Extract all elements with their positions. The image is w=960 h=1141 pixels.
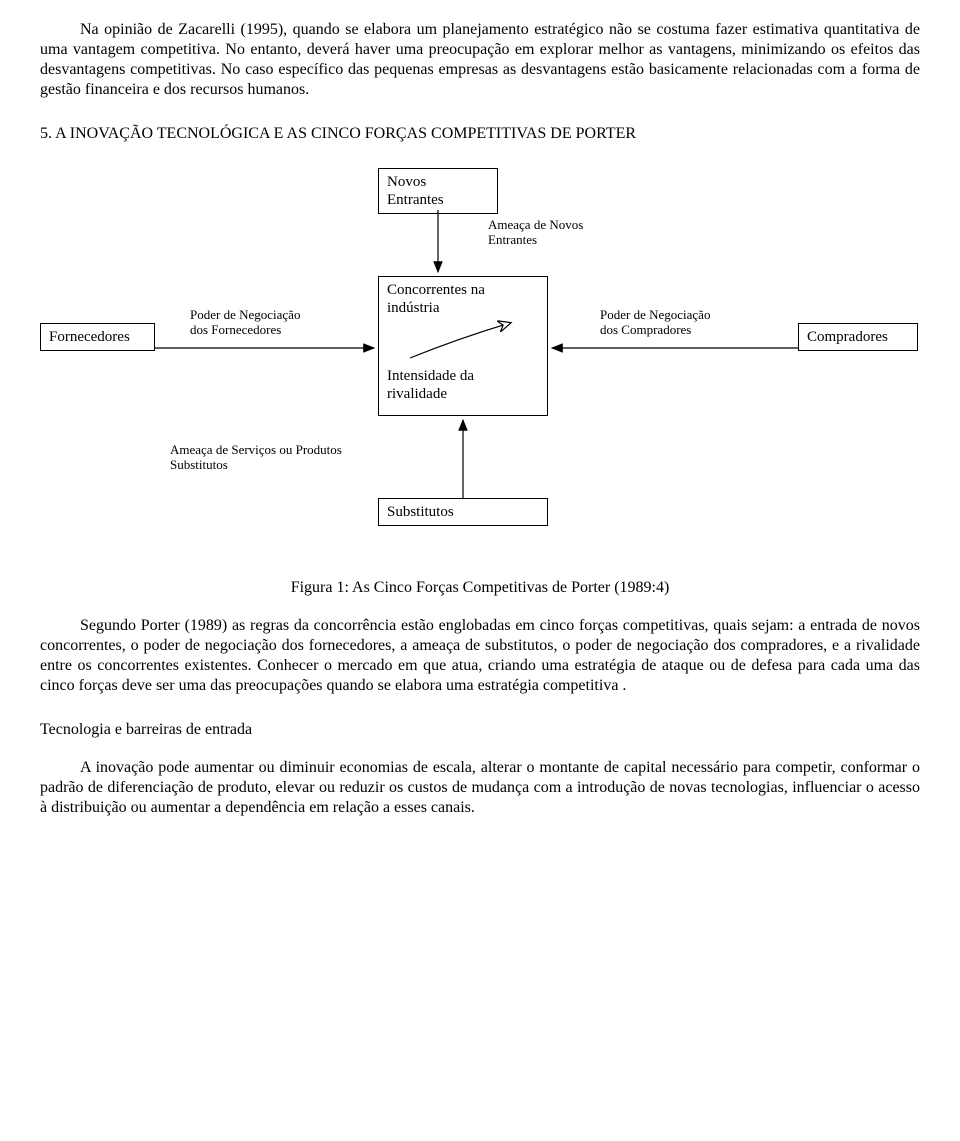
section-title: 5. A INOVAÇÃO TECNOLÓGICA E AS CINCO FOR…	[40, 124, 920, 144]
paragraph-porter: Segundo Porter (1989) as regras da conco…	[40, 616, 920, 696]
box-novos-entrantes: Novos Entrantes	[378, 168, 498, 214]
fornecedores-text: Fornecedores	[49, 329, 130, 345]
poder-comp-l1: Poder de Negociação	[600, 307, 710, 322]
label-poder-compradores: Poder de Negociação dos Compradores	[600, 308, 710, 338]
sub-heading-tecnologia: Tecnologia e barreiras de entrada	[40, 720, 920, 740]
paragraph-inovacao: A inovação pode aumentar ou diminuir eco…	[40, 758, 920, 818]
ameaca-novos-l2: Entrantes	[488, 232, 537, 247]
figure-caption: Figura 1: As Cinco Forças Competitivas d…	[40, 578, 920, 598]
intensidade-l2: rivalidade	[387, 386, 447, 402]
poder-comp-l2: dos Compradores	[600, 322, 691, 337]
ameaca-sub-l2: Substitutos	[170, 457, 228, 472]
box-concorrentes: Concorrentes na indústria Intensidade da…	[378, 276, 548, 416]
label-poder-fornecedores: Poder de Negociação dos Fornecedores	[190, 308, 300, 338]
poder-forn-l2: dos Fornecedores	[190, 322, 281, 337]
box-substitutos: Substitutos	[378, 498, 548, 526]
novos-line1: Novos	[387, 174, 426, 190]
substitutos-text: Substitutos	[387, 504, 454, 520]
concorrentes-l2: indústria	[387, 300, 440, 316]
label-ameaca-substitutos: Ameaça de Serviços ou Produtos Substitut…	[170, 443, 342, 473]
compradores-text: Compradores	[807, 329, 888, 345]
porter-diagram: Novos Entrantes Ameaça de Novos Entrante…	[40, 168, 920, 568]
label-ameaca-novos: Ameaça de Novos Entrantes	[488, 218, 583, 248]
ameaca-novos-l1: Ameaça de Novos	[488, 217, 583, 232]
intensidade-l1: Intensidade da	[387, 368, 474, 384]
box-compradores: Compradores	[798, 323, 918, 351]
ameaca-sub-l1: Ameaça de Serviços ou Produtos	[170, 442, 342, 457]
poder-forn-l1: Poder de Negociação	[190, 307, 300, 322]
novos-line2: Entrantes	[387, 192, 444, 208]
intro-paragraph: Na opinião de Zacarelli (1995), quando s…	[40, 20, 920, 100]
box-fornecedores: Fornecedores	[40, 323, 155, 351]
concorrentes-l1: Concorrentes na	[387, 282, 485, 298]
